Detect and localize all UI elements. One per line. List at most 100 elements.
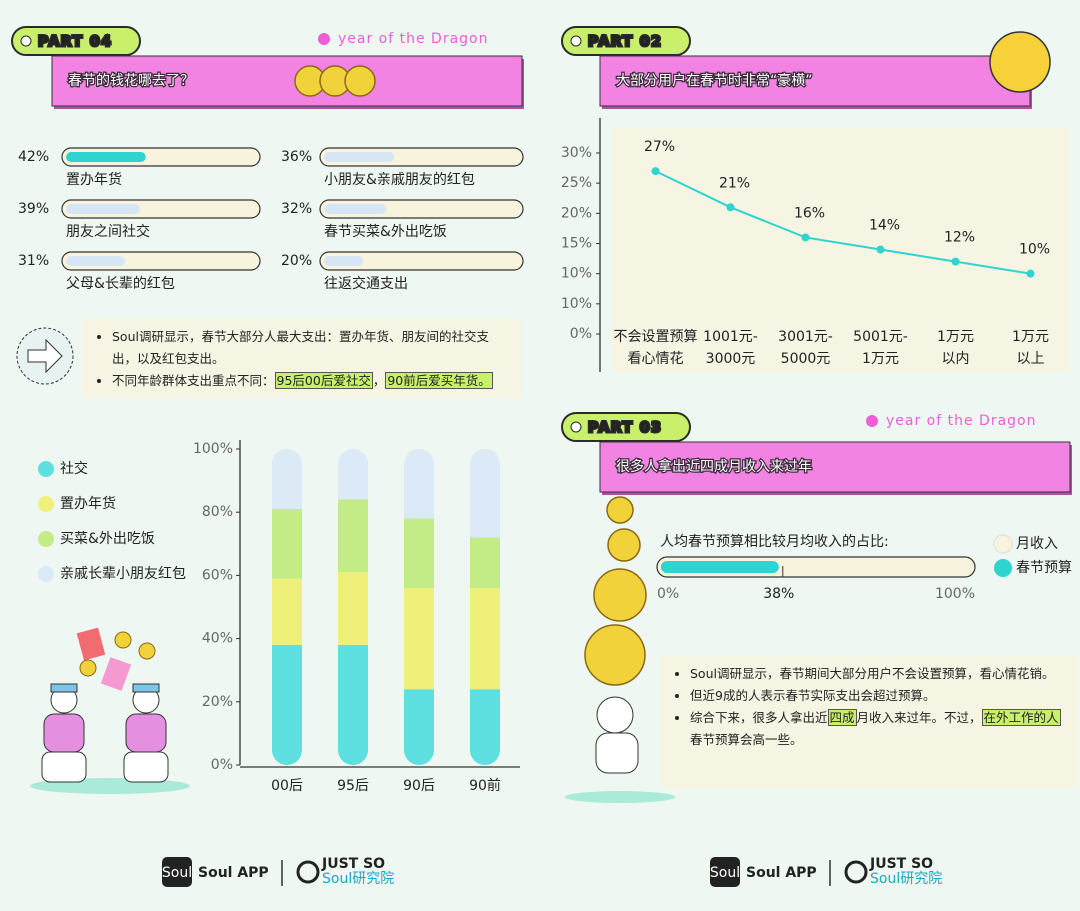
point — [651, 167, 660, 176]
note-highlight: 在外工作的人 — [981, 709, 1061, 726]
line — [655, 170, 1031, 275]
pill-dot — [20, 35, 32, 47]
x-tick-label: 90前 — [469, 777, 501, 794]
part-pill — [11, 26, 141, 56]
title-banner — [599, 441, 1071, 493]
chart-bg — [612, 128, 1068, 372]
bar-segment — [272, 449, 302, 510]
part-pill — [561, 26, 691, 56]
x-tick-label: 0% — [657, 586, 679, 602]
y-tick-label: 80% — [202, 504, 233, 520]
stack-column — [470, 449, 500, 765]
title-banner — [51, 55, 523, 107]
figure-body — [43, 713, 85, 753]
tag-text: year of the Dragon — [338, 31, 489, 47]
envelope-deco — [100, 657, 132, 691]
stack-column — [272, 449, 302, 765]
bar-label: 置办年货 — [66, 171, 122, 188]
legend-label: 春节预算 — [1016, 560, 1072, 576]
y-tick-label: 20% — [202, 694, 233, 710]
note-text: 综合下来，很多人拿出近 — [690, 710, 828, 725]
bar-label: 父母&长辈的红包 — [66, 276, 175, 292]
bar-label: 往返交通支出 — [324, 275, 408, 292]
bar-segment — [272, 509, 302, 579]
lab-logo — [844, 860, 868, 884]
value-label: 27% — [644, 139, 675, 155]
note-text: 但近9成的人表示春节实际支出会超过预算。 — [690, 688, 936, 703]
legend-swatch — [38, 461, 54, 477]
y-tick-label: 60% — [202, 567, 233, 583]
note: 综合下来，很多人拿出近四成月收入来过年。不过，在外工作的人春节预算会高一些。 — [690, 707, 1066, 751]
y-tick-label: 25% — [561, 175, 592, 191]
lab-logo — [296, 860, 320, 884]
logo-text: Soul — [162, 865, 192, 881]
coin-deco — [344, 65, 376, 97]
bar-segment — [338, 644, 368, 765]
y-tick-label: 30% — [561, 145, 592, 161]
figure-legs — [41, 751, 87, 783]
tag-dot — [318, 33, 330, 45]
x-tick-label: 1万元 — [1012, 329, 1049, 345]
value-label: 38% — [763, 586, 794, 602]
point — [876, 245, 885, 254]
bar-fill — [324, 204, 387, 214]
title: 很多人拿出近四成月收入来过年 — [616, 458, 812, 475]
x-tick-label: 100% — [935, 586, 975, 602]
figure-legs — [123, 751, 169, 783]
logo-text: Soul — [710, 865, 740, 881]
x-tick-label: 5001元- — [853, 329, 908, 345]
shadow-deco — [565, 791, 675, 803]
lab-name: Soul研究院 — [322, 871, 394, 887]
y-tick-label: 0% — [211, 757, 233, 773]
figure-body — [595, 732, 639, 774]
y-tick-label: 20% — [561, 205, 592, 221]
stack-column — [404, 449, 434, 765]
y-tick-label: 10% — [561, 296, 592, 312]
tag-text: year of the Dragon — [886, 413, 1037, 429]
bar-fill — [324, 152, 395, 162]
logo-box — [162, 857, 192, 887]
note-text: Soul调研显示，春节大部分人最大支出：置办年货、朋友间的社交支出，以及红包支出… — [112, 329, 489, 366]
brand: Soul APP — [746, 865, 817, 881]
x-tick-label: 1001元- — [703, 329, 758, 345]
bar-segment — [272, 578, 302, 645]
figure-head — [596, 696, 634, 734]
y-tick-label: 15% — [561, 236, 592, 252]
point — [801, 233, 810, 242]
legend-label: 买菜&外出吃饭 — [60, 531, 155, 547]
note-text: 不同年龄群体支出重点不同： — [112, 373, 275, 388]
note-text: Soul调研显示，春节期间大部分用户不会设置预算，看心情花销。 — [690, 666, 1055, 681]
part-label: PART 02 — [588, 34, 662, 50]
x-tick-label: 3000元 — [706, 351, 756, 367]
y-tick-label: 10% — [561, 266, 592, 282]
brand: Soul APP — [198, 865, 269, 881]
x-tick-label: 90后 — [403, 778, 435, 794]
value-label: 21% — [719, 175, 750, 191]
notes-list: Soul调研显示，春节大部分人最大支出：置办年货、朋友间的社交支出，以及红包支出… — [92, 326, 510, 392]
coin-deco — [114, 631, 132, 649]
title-banner — [599, 55, 1031, 107]
bar-fill — [66, 204, 141, 214]
bar-label: 朋友之间社交 — [66, 223, 150, 240]
notes-box: Soul调研显示，春节期间大部分用户不会设置预算，看心情花销。但近9成的人表示春… — [660, 655, 1078, 788]
bar-segment — [338, 572, 368, 645]
title: 大部分用户在春节时非常“豪横” — [616, 72, 813, 89]
value-label: 12% — [944, 230, 975, 246]
bar-segment — [470, 537, 500, 589]
y-tick-label: 0% — [570, 326, 592, 342]
legend-label: 亲戚长辈小朋友红包 — [60, 566, 186, 582]
bar-fill — [66, 152, 146, 162]
bar-fill — [324, 256, 363, 266]
pill-dot — [570, 421, 582, 433]
part-label: PART 04 — [38, 34, 112, 50]
notes-box: Soul调研显示，春节大部分人最大支出：置办年货、朋友间的社交支出，以及红包支出… — [82, 318, 522, 398]
point — [951, 257, 960, 266]
coin-deco — [138, 642, 156, 660]
bar-label: 小朋友&亲戚朋友的红包 — [324, 172, 475, 188]
notes-list: Soul调研显示，春节期间大部分用户不会设置预算，看心情花销。但近9成的人表示春… — [670, 663, 1066, 751]
bar-segment — [338, 499, 368, 573]
title: 春节的钱花哪去了？ — [68, 73, 194, 89]
bar-segment — [404, 588, 434, 690]
